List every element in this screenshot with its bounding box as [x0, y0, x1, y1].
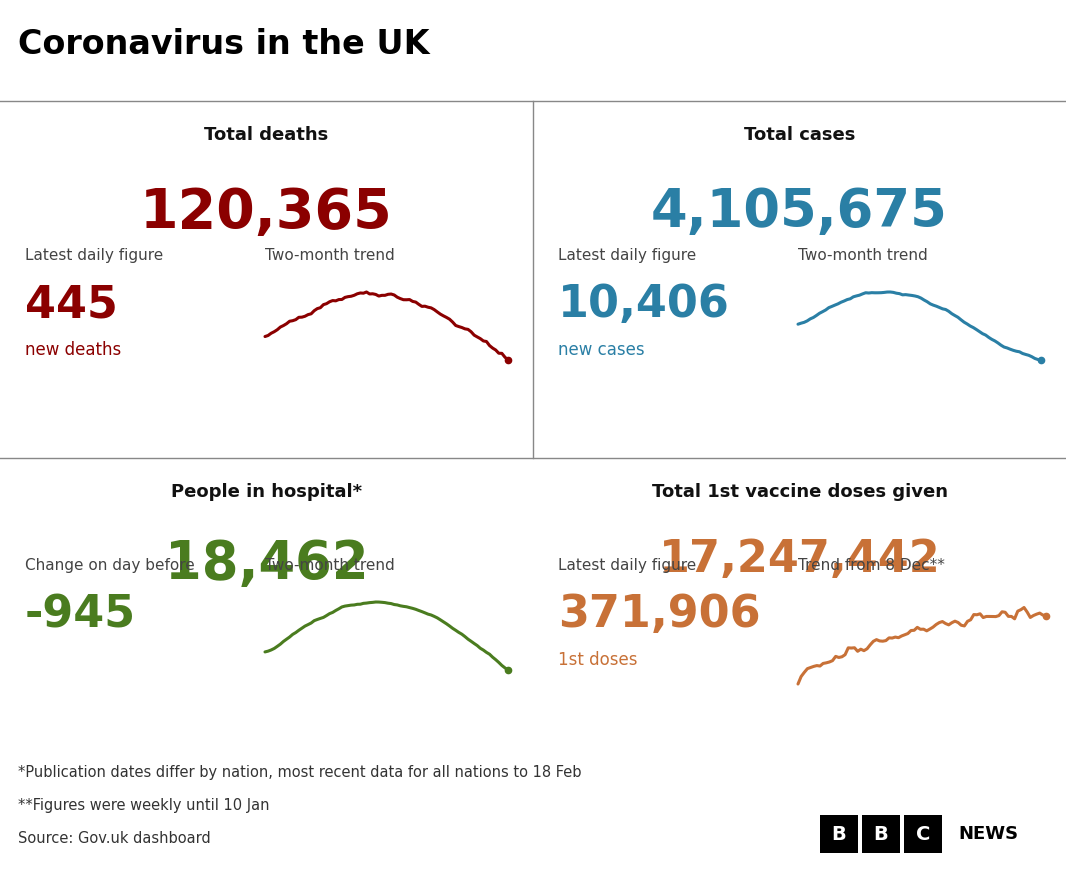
Text: *Publication dates differ by nation, most recent data for all nations to 18 Feb: *Publication dates differ by nation, mos…: [18, 765, 581, 780]
Text: Two-month trend: Two-month trend: [265, 248, 394, 263]
Text: Total 1st vaccine doses given: Total 1st vaccine doses given: [651, 483, 948, 501]
Text: C: C: [916, 825, 931, 843]
Text: NEWS: NEWS: [958, 825, 1018, 843]
Text: Two-month trend: Two-month trend: [265, 558, 394, 573]
FancyBboxPatch shape: [904, 815, 942, 853]
Text: Change on day before: Change on day before: [25, 558, 195, 573]
Text: Total deaths: Total deaths: [205, 126, 328, 144]
Text: 120,365: 120,365: [140, 186, 393, 240]
Text: -945: -945: [25, 593, 136, 636]
Text: 18,462: 18,462: [164, 538, 369, 590]
Text: Coronavirus in the UK: Coronavirus in the UK: [18, 28, 430, 61]
Text: **Figures were weekly until 10 Jan: **Figures were weekly until 10 Jan: [18, 798, 270, 813]
Text: Source: Gov.uk dashboard: Source: Gov.uk dashboard: [18, 831, 211, 846]
Text: new deaths: new deaths: [25, 341, 122, 359]
Text: Latest daily figure: Latest daily figure: [558, 248, 696, 263]
Text: new cases: new cases: [558, 341, 645, 359]
Text: 10,406: 10,406: [558, 283, 730, 326]
Text: Two-month trend: Two-month trend: [798, 248, 927, 263]
Text: 17,247,442: 17,247,442: [659, 538, 940, 581]
FancyBboxPatch shape: [820, 815, 858, 853]
Text: 4,105,675: 4,105,675: [651, 186, 948, 238]
Text: 1st doses: 1st doses: [558, 651, 637, 669]
Text: 371,906: 371,906: [558, 593, 761, 636]
Text: 445: 445: [25, 283, 118, 326]
Text: B: B: [874, 825, 888, 843]
Text: Latest daily figure: Latest daily figure: [25, 248, 163, 263]
Text: People in hospital*: People in hospital*: [171, 483, 362, 501]
Text: Total cases: Total cases: [744, 126, 855, 144]
Text: Trend from 8 Dec**: Trend from 8 Dec**: [798, 558, 944, 573]
Text: Latest daily figure: Latest daily figure: [558, 558, 696, 573]
Text: B: B: [831, 825, 846, 843]
FancyBboxPatch shape: [862, 815, 900, 853]
